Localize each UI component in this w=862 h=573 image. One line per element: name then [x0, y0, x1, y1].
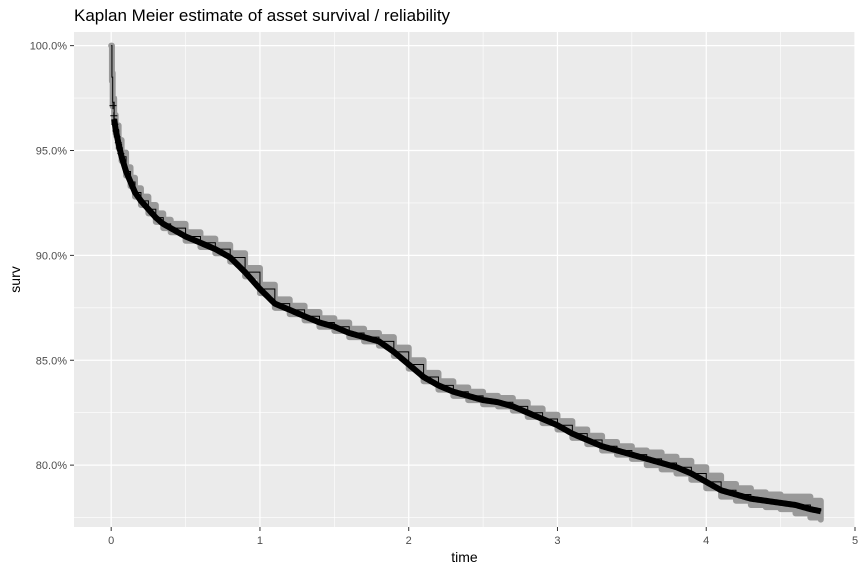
- censor-mark: [114, 139, 122, 147]
- y-tick-label: 85.0%: [36, 355, 67, 367]
- censor-mark: [110, 112, 118, 120]
- y-axis-title: surv: [7, 266, 23, 292]
- x-tick-label: 0: [108, 535, 114, 547]
- grid-major: [74, 32, 856, 527]
- censor-mark: [113, 133, 121, 141]
- censor-mark: [111, 120, 119, 128]
- x-tick-label: 2: [406, 535, 412, 547]
- censor-marks: [109, 102, 823, 515]
- censor-band: [111, 118, 823, 515]
- confidence-band: [108, 42, 824, 523]
- censor-mark: [109, 102, 117, 110]
- chart-title: Kaplan Meier estimate of asset survival …: [74, 6, 451, 25]
- y-tick-label: 80.0%: [36, 460, 67, 472]
- x-tick-label: 5: [852, 535, 858, 547]
- y-axis: 80.0% 85.0% 90.0% 95.0% 100.0%: [30, 41, 74, 472]
- censor-mark: [116, 144, 124, 152]
- censor-mark: [112, 127, 120, 135]
- x-axis: 0 1 2 3 4 5: [108, 527, 858, 547]
- y-tick-label: 90.0%: [36, 250, 67, 262]
- x-tick-label: 3: [554, 535, 560, 547]
- x-tick-label: 1: [257, 535, 263, 547]
- y-tick-label: 100.0%: [30, 41, 68, 53]
- censor-mark: [117, 150, 125, 158]
- plot-panel: [74, 32, 855, 527]
- x-axis-title: time: [451, 549, 478, 565]
- x-tick-label: 4: [703, 535, 709, 547]
- y-tick-label: 95.0%: [36, 146, 67, 158]
